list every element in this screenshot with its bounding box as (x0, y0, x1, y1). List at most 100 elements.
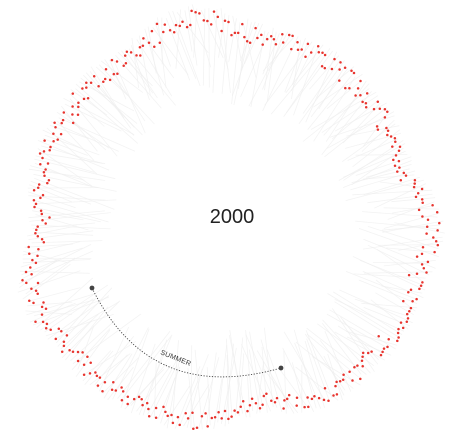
haze-strand (327, 353, 343, 401)
haze-strand (375, 292, 414, 316)
data-point (71, 113, 74, 116)
haze-strand (193, 8, 198, 58)
data-point (52, 132, 55, 135)
haze-strand (363, 271, 433, 274)
data-point (296, 41, 299, 44)
haze-strand (379, 181, 425, 189)
data-point (62, 344, 66, 348)
data-point (359, 377, 362, 381)
data-point (49, 145, 52, 149)
data-point (274, 43, 278, 46)
data-point (245, 39, 249, 43)
haze-strand (231, 22, 260, 97)
data-point (383, 116, 387, 119)
data-point (356, 364, 359, 367)
data-point (36, 281, 40, 285)
data-point (379, 353, 383, 357)
haze-strand (372, 262, 431, 264)
haze-strand (293, 329, 317, 409)
data-point (32, 301, 35, 305)
haze-strand (339, 289, 413, 324)
data-point (47, 179, 51, 182)
data-point (198, 12, 201, 15)
data-point (432, 236, 435, 239)
data-point (82, 97, 86, 101)
haze-strand (22, 258, 92, 260)
data-point (123, 54, 127, 57)
data-point (124, 61, 128, 65)
data-point (386, 129, 390, 133)
data-point (341, 378, 345, 381)
data-point (386, 133, 389, 137)
haze-strand (19, 270, 90, 274)
data-point (172, 30, 176, 34)
haze-strand (124, 369, 165, 410)
haze-strand (168, 11, 197, 79)
data-point (418, 287, 421, 291)
data-point (254, 401, 258, 405)
data-point (382, 347, 386, 350)
data-point (317, 396, 321, 400)
haze-strand (228, 18, 237, 63)
haze-strand (319, 340, 354, 383)
data-point (421, 245, 425, 249)
haze-strand (376, 249, 423, 282)
data-point (236, 411, 240, 414)
data-point (359, 79, 362, 83)
data-point (39, 196, 42, 200)
haze-strand (266, 349, 289, 409)
haze-strand (331, 308, 375, 372)
data-point (42, 171, 46, 174)
haze-strand (212, 9, 218, 93)
haze-strand (334, 102, 387, 132)
data-point (270, 399, 273, 402)
haze-strand (354, 298, 409, 317)
haze-strand (381, 285, 423, 294)
data-point (258, 406, 262, 410)
haze-strand (316, 66, 355, 99)
haze-strand (61, 300, 121, 359)
data-point (383, 107, 387, 111)
data-point (285, 397, 289, 401)
data-point (35, 228, 38, 232)
data-point (416, 191, 420, 195)
data-point (46, 162, 50, 165)
data-point (94, 371, 97, 374)
data-point (206, 19, 209, 23)
haze-strand (22, 259, 91, 264)
haze-strand (33, 199, 109, 223)
haze-strand (56, 297, 97, 344)
haze-strand (291, 41, 309, 86)
data-point (85, 81, 88, 85)
data-point (98, 376, 102, 379)
data-point (68, 349, 71, 352)
data-point (330, 67, 334, 71)
haze-strand (326, 80, 362, 110)
data-point (425, 271, 428, 274)
data-point (202, 19, 206, 22)
haze-strand (124, 49, 158, 99)
haze-strand (202, 8, 206, 86)
haze-strand (329, 309, 396, 350)
haze-strand (385, 247, 436, 253)
data-point (126, 402, 129, 406)
data-point (46, 181, 49, 185)
data-point (153, 45, 156, 49)
haze-strand (103, 353, 133, 399)
data-point (44, 222, 47, 225)
haze-strand (38, 152, 106, 165)
haze-strand (367, 193, 433, 204)
haze-strand (29, 165, 85, 181)
data-point (81, 87, 84, 90)
haze-strand (121, 50, 154, 94)
data-point (76, 350, 80, 354)
haze-strand (375, 279, 416, 312)
haze-strand (262, 33, 284, 90)
haze-strand (27, 191, 76, 209)
data-point (190, 9, 193, 13)
data-point (82, 373, 86, 376)
data-point (350, 69, 353, 72)
data-point (168, 29, 172, 32)
data-point (397, 327, 400, 331)
haze-strand (358, 279, 418, 304)
